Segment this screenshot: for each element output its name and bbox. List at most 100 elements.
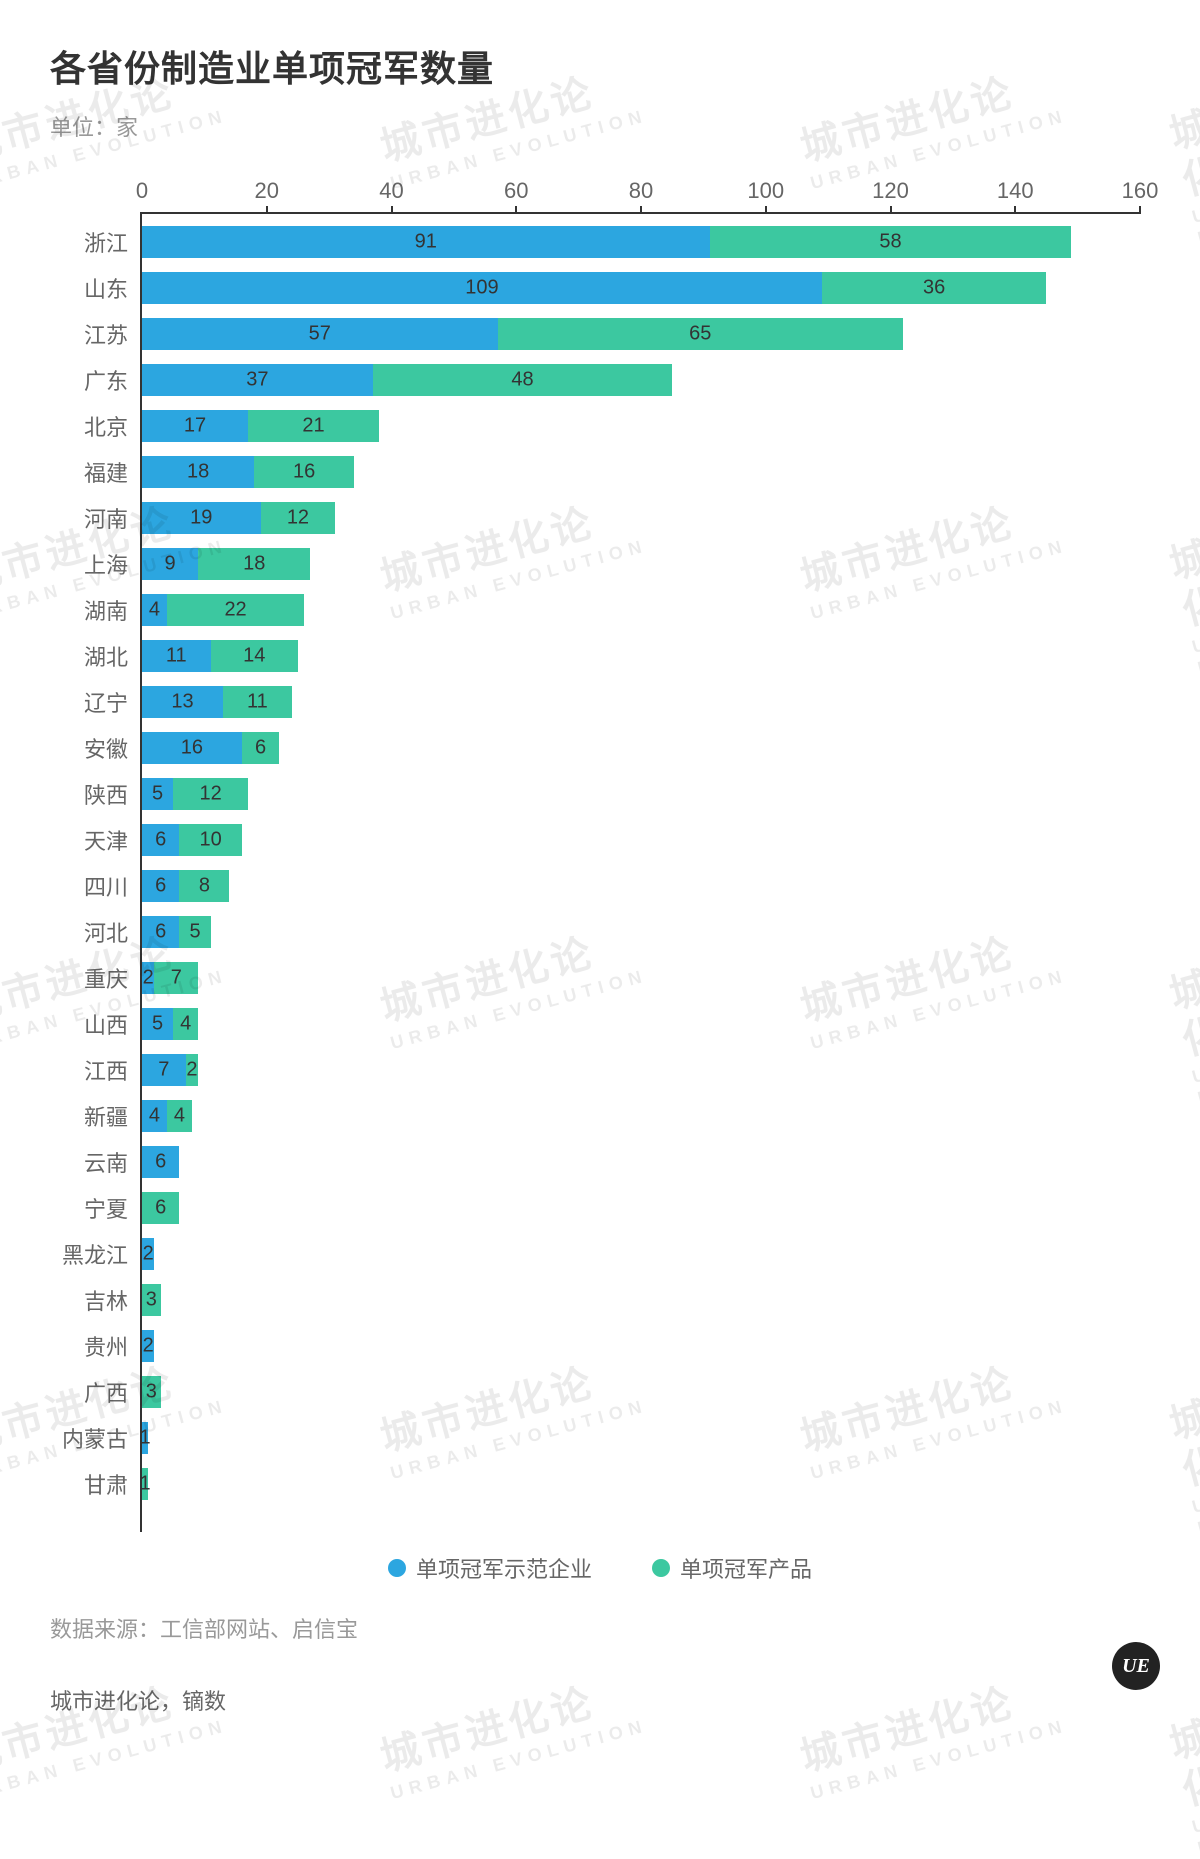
category-label: 重庆: [84, 962, 142, 994]
legend: 单项冠军示范企业 单项冠军产品: [50, 1552, 1150, 1584]
bar-row: 河南1912: [142, 502, 1140, 534]
bar-series-a: [142, 456, 254, 488]
bar-series-a: [142, 1146, 179, 1178]
legend-swatch-a: [388, 1559, 406, 1577]
bar-row: 吉林3: [142, 1284, 1140, 1316]
bar-series-a: [142, 1100, 167, 1132]
category-label: 黑龙江: [62, 1238, 142, 1270]
chart-container: 各省份制造业单项冠军数量 单位：家 020406080100120140160浙…: [0, 0, 1200, 1720]
bar-series-b: [261, 502, 336, 534]
plot-area: 020406080100120140160浙江9158山东10936江苏5765…: [140, 212, 1140, 1532]
category-label: 贵州: [84, 1330, 142, 1362]
bar-series-b: [167, 594, 304, 626]
x-tick-label: 40: [379, 178, 403, 204]
bar-row: 山东10936: [142, 272, 1140, 304]
category-label: 河南: [84, 502, 142, 534]
bar-row: 福建1816: [142, 456, 1140, 488]
category-label: 广东: [84, 364, 142, 396]
x-tick-label: 100: [747, 178, 784, 204]
bar-row: 江西72: [142, 1054, 1140, 1086]
bar-series-a: [142, 778, 173, 810]
x-tick-mark: [765, 206, 767, 214]
bar-series-a: [142, 732, 242, 764]
chart-area: 020406080100120140160浙江9158山东10936江苏5765…: [50, 162, 1150, 1592]
bar-series-b: [198, 548, 310, 580]
bar-series-b: [179, 916, 210, 948]
category-label: 宁夏: [84, 1192, 142, 1224]
bar-row: 广东3748: [142, 364, 1140, 396]
x-tick-label: 80: [629, 178, 653, 204]
bar-series-b: [248, 410, 379, 442]
category-label: 辽宁: [84, 686, 142, 718]
category-label: 陕西: [84, 778, 142, 810]
bar-series-a: [142, 640, 211, 672]
category-label: 山西: [84, 1008, 142, 1040]
bar-series-b: [498, 318, 903, 350]
bar-series-a: [142, 916, 179, 948]
x-tick-mark: [515, 206, 517, 214]
category-label: 新疆: [84, 1100, 142, 1132]
bar-row: 云南6: [142, 1146, 1140, 1178]
bar-series-b: [186, 1054, 198, 1086]
bar-series-b: [822, 272, 1047, 304]
category-label: 福建: [84, 456, 142, 488]
bar-series-a: [142, 1054, 186, 1086]
bar-series-b: [142, 1468, 148, 1500]
x-tick-label: 20: [255, 178, 279, 204]
bar-series-b: [179, 824, 241, 856]
x-tick-mark: [640, 206, 642, 214]
category-label: 内蒙古: [62, 1422, 142, 1454]
bar-series-b: [173, 778, 248, 810]
bar-series-a: [142, 1422, 148, 1454]
bar-series-a: [142, 272, 822, 304]
bar-row: 四川68: [142, 870, 1140, 902]
x-tick-mark: [890, 206, 892, 214]
x-tick-label: 160: [1122, 178, 1159, 204]
bar-series-b: [242, 732, 279, 764]
bar-series-a: [142, 548, 198, 580]
x-tick-mark: [391, 206, 393, 214]
bar-series-b: [223, 686, 292, 718]
x-tick-mark: [1014, 206, 1016, 214]
category-label: 上海: [84, 548, 142, 580]
bar-row: 黑龙江2: [142, 1238, 1140, 1270]
category-label: 广西: [84, 1376, 142, 1408]
bar-row: 甘肃1: [142, 1468, 1140, 1500]
bar-series-a: [142, 1238, 154, 1270]
x-tick-label: 0: [136, 178, 148, 204]
legend-swatch-b: [652, 1559, 670, 1577]
bar-series-b: [254, 456, 354, 488]
category-label: 北京: [84, 410, 142, 442]
bar-row: 天津610: [142, 824, 1140, 856]
bar-series-b: [373, 364, 672, 396]
bar-row: 安徽166: [142, 732, 1140, 764]
bar-row: 辽宁1311: [142, 686, 1140, 718]
brand-badge: UE: [1112, 1642, 1160, 1690]
bar-row: 江苏5765: [142, 318, 1140, 350]
bar-series-a: [142, 410, 248, 442]
bar-series-a: [142, 226, 710, 258]
category-label: 河北: [84, 916, 142, 948]
category-label: 吉林: [84, 1284, 142, 1316]
category-label: 湖南: [84, 594, 142, 626]
bar-series-a: [142, 962, 154, 994]
bar-series-a: [142, 870, 179, 902]
legend-label-a: 单项冠军示范企业: [416, 1552, 592, 1584]
x-tick-label: 120: [872, 178, 909, 204]
bar-row: 湖南422: [142, 594, 1140, 626]
bar-row: 山西54: [142, 1008, 1140, 1040]
bar-row: 浙江9158: [142, 226, 1140, 258]
category-label: 安徽: [84, 732, 142, 764]
bar-row: 新疆44: [142, 1100, 1140, 1132]
bar-series-b: [173, 1008, 198, 1040]
x-tick-label: 140: [997, 178, 1034, 204]
bar-series-b: [142, 1192, 179, 1224]
bar-row: 广西3: [142, 1376, 1140, 1408]
category-label: 江苏: [84, 318, 142, 350]
chart-title: 各省份制造业单项冠军数量: [50, 40, 1150, 92]
bar-row: 重庆27: [142, 962, 1140, 994]
x-tick-mark: [266, 206, 268, 214]
category-label: 山东: [84, 272, 142, 304]
category-label: 甘肃: [84, 1468, 142, 1500]
category-label: 江西: [84, 1054, 142, 1086]
